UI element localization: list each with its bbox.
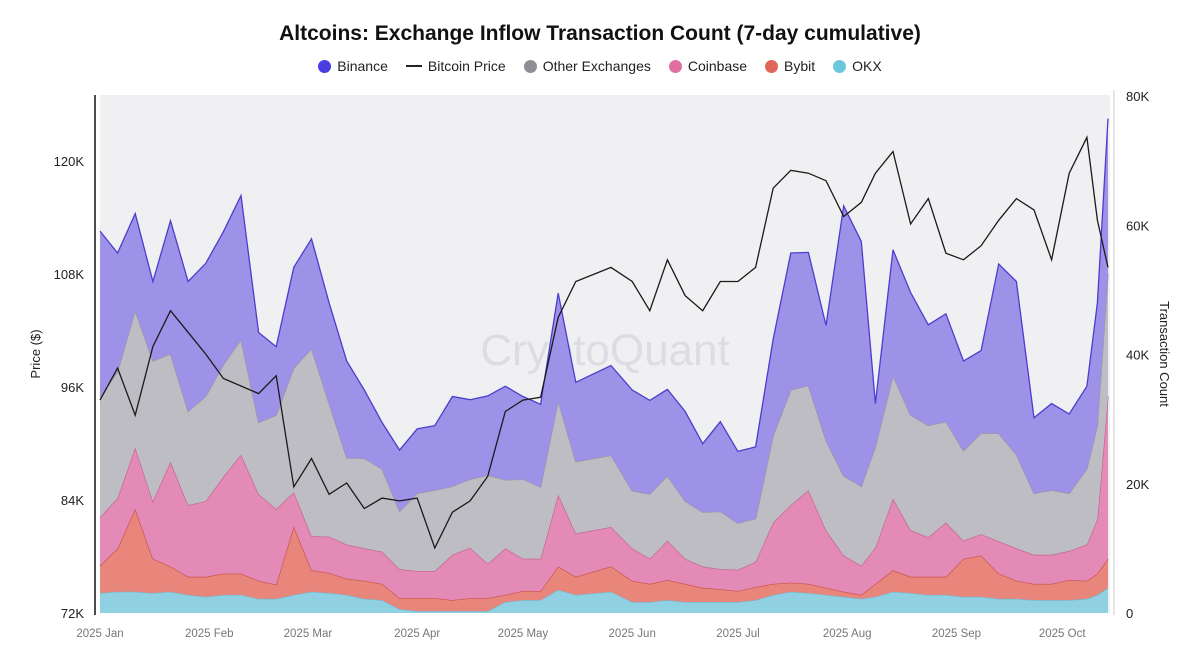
legend: Binance Bitcoin Price Other Exchanges Coinb… xyxy=(0,58,1200,74)
legend-dot-swatch xyxy=(668,59,682,73)
legend-item: Other Exchanges xyxy=(523,58,651,74)
area-bybit xyxy=(100,509,1108,612)
right-tick-label: 20K xyxy=(1126,477,1149,492)
left-tick-label: 108K xyxy=(54,267,85,282)
x-tick-label: 2025 Feb xyxy=(185,628,234,640)
left-tick-label: 84K xyxy=(61,493,84,508)
x-tick-label: 2025 Jul xyxy=(716,628,759,640)
x-tick-label: 2025 Aug xyxy=(823,628,872,640)
legend-line-swatch xyxy=(405,65,422,67)
chart-title: Altcoins: Exchange Inflow Transaction Co… xyxy=(279,22,921,45)
legend-item: Coinbase xyxy=(668,58,748,74)
right-axis-title: Transaction Count xyxy=(1157,301,1172,407)
legend-item: Binance xyxy=(318,58,388,74)
watermark-logo: CryptoQuant xyxy=(480,326,729,375)
legend-item: Bybit xyxy=(765,58,815,74)
right-tick-label: 80K xyxy=(1126,89,1149,104)
legend-label: Other Exchanges xyxy=(542,58,651,74)
area-okx xyxy=(100,587,1108,613)
x-tick-label: 2025 Oct xyxy=(1039,628,1086,640)
x-tick-label: 2025 Sep xyxy=(932,628,981,640)
area-coinbase xyxy=(100,396,1108,601)
legend-item: OKX xyxy=(833,58,882,74)
x-tick-label: 2025 Jun xyxy=(609,628,656,640)
legend-dot-swatch xyxy=(765,59,779,73)
legend-label: Bitcoin Price xyxy=(427,58,506,74)
right-tick-label: 60K xyxy=(1126,218,1149,233)
legend-dot-swatch xyxy=(523,59,537,73)
x-tick-label: 2025 May xyxy=(498,628,549,640)
left-tick-label: 96K xyxy=(61,380,84,395)
x-tick-label: 2025 Mar xyxy=(284,628,333,640)
x-tick-label: 2025 Apr xyxy=(394,628,440,640)
legend-item: Bitcoin Price xyxy=(405,58,506,74)
legend-dot-swatch xyxy=(318,59,332,73)
bitcoin-price-line xyxy=(99,135,1109,550)
area-binance xyxy=(100,118,1108,524)
legend-label: Binance xyxy=(337,58,388,74)
left-axis-title: Price ($) xyxy=(28,329,43,378)
legend-label: Coinbase xyxy=(687,58,748,74)
legend-label: Bybit xyxy=(784,58,816,74)
legend-dot-swatch xyxy=(833,59,847,73)
left-tick-label: 120K xyxy=(54,154,85,169)
area-edge-binance xyxy=(99,118,1109,453)
x-tick-label: 2025 Jan xyxy=(76,628,123,640)
legend-label: OKX xyxy=(852,58,882,74)
left-tick-label: 72K xyxy=(61,606,84,621)
right-tick-label: 40K xyxy=(1126,348,1149,363)
right-tick-label: 0 xyxy=(1126,606,1133,621)
area-other-exchanges xyxy=(100,273,1108,571)
